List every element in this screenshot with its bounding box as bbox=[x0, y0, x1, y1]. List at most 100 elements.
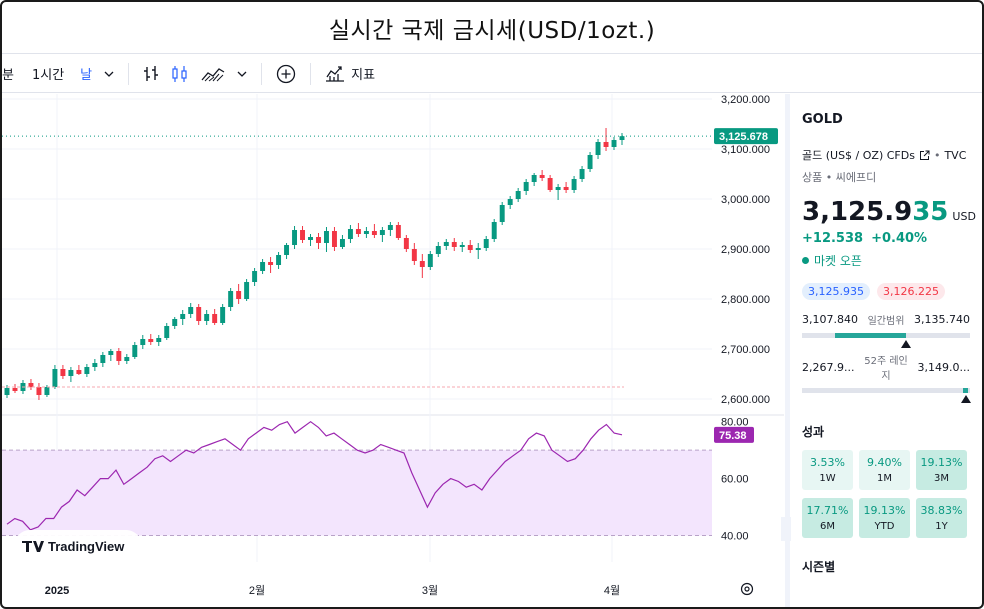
perf-label: 3M bbox=[934, 473, 949, 484]
external-link-icon[interactable] bbox=[919, 150, 930, 161]
day-range-bar bbox=[802, 333, 970, 348]
candle-body bbox=[387, 225, 393, 230]
candle-body bbox=[475, 248, 481, 250]
y-tick-label: 2,900.000 bbox=[721, 244, 770, 256]
watermark-pill bbox=[14, 530, 142, 562]
candle-body bbox=[555, 187, 561, 190]
candle-body bbox=[220, 307, 226, 323]
candle-body bbox=[100, 355, 106, 363]
candle-body bbox=[316, 237, 321, 243]
candle-body bbox=[188, 307, 194, 314]
candle-body bbox=[84, 367, 90, 374]
candle-body bbox=[52, 369, 58, 387]
candle-body bbox=[156, 338, 162, 342]
candles-button[interactable] bbox=[165, 55, 195, 92]
gear-icon[interactable] bbox=[740, 582, 754, 596]
year-range-row: 2,267.9... 52주 레인지 3,149.0... bbox=[802, 352, 970, 382]
candle-body bbox=[331, 231, 337, 247]
compare-button[interactable] bbox=[270, 55, 302, 92]
symbol-details-panel: GOLD 골드 (US$ / OZ) CFDs • TVC 상품 • 씨에프디 … bbox=[785, 94, 982, 607]
perf-value: 19.13% bbox=[920, 456, 963, 469]
interval-1h-button[interactable]: 1시간 bbox=[20, 55, 70, 92]
perf-cell-6m[interactable]: 17.71% 6M bbox=[802, 498, 853, 538]
bid-ask-row: 3,125.935 3,126.225 bbox=[802, 283, 970, 300]
last-price-tag bbox=[714, 128, 778, 145]
seasonal-title: 시즌별 bbox=[802, 560, 836, 574]
candle-body bbox=[347, 229, 353, 239]
candle-body bbox=[228, 291, 234, 307]
candle-body bbox=[180, 314, 186, 319]
exchange-name[interactable]: TVC bbox=[944, 148, 967, 162]
candle-body bbox=[172, 319, 178, 326]
candle-body bbox=[523, 182, 529, 191]
market-status: 마켓 오픈 bbox=[802, 252, 970, 269]
y-tick-label: 2,700.000 bbox=[721, 344, 770, 356]
day-low: 3,107.840 bbox=[802, 313, 858, 326]
candle-body bbox=[132, 345, 138, 357]
candle-body bbox=[12, 388, 18, 391]
candle-body bbox=[451, 242, 457, 247]
y-tick-label: 2,800.000 bbox=[721, 294, 770, 306]
candle-body bbox=[483, 239, 489, 248]
candle-body bbox=[427, 254, 433, 267]
interval-day-button[interactable]: 날 bbox=[70, 55, 98, 92]
chart-type-dropdown[interactable] bbox=[231, 55, 253, 92]
perf-cell-3m[interactable]: 19.13% 3M bbox=[916, 450, 967, 490]
perf-cell-1w[interactable]: 3.53% 1W bbox=[802, 450, 853, 490]
performance-title: 성과 bbox=[802, 425, 825, 439]
candle-body bbox=[140, 339, 146, 345]
candle-body bbox=[563, 187, 569, 190]
interval-minute-button[interactable]: 분 bbox=[2, 55, 20, 92]
candle-body bbox=[363, 231, 369, 234]
price-chart[interactable]: 3,200.000 3,100.000 3,000.000 2,900.000 2,80… bbox=[2, 94, 784, 609]
candle-body bbox=[44, 387, 50, 395]
symbol-category: 상품 • 씨에프디 bbox=[802, 171, 877, 184]
perf-cell-1y[interactable]: 38.83% 1Y bbox=[916, 498, 967, 538]
perf-label: 1W bbox=[819, 473, 836, 484]
day-range-fill bbox=[835, 333, 906, 338]
area-chart-button[interactable] bbox=[195, 55, 231, 92]
candle-body bbox=[595, 142, 601, 155]
candle-body bbox=[36, 387, 42, 395]
rsi-tick-label: 80.00 bbox=[721, 417, 749, 429]
perf-label: 1Y bbox=[935, 521, 948, 532]
candle-body bbox=[443, 242, 449, 246]
chart-area[interactable]: 3,200.000 3,100.000 3,000.000 2,900.000 2,80… bbox=[2, 94, 784, 609]
bar-style-button[interactable] bbox=[137, 55, 165, 92]
candle-body bbox=[395, 225, 401, 238]
candle-body bbox=[236, 291, 242, 299]
last-price-label: 3,125.678 bbox=[719, 131, 768, 143]
candle-body bbox=[148, 339, 154, 342]
last-price: 3,125.9 35 USD bbox=[802, 197, 976, 227]
rsi-band bbox=[2, 450, 712, 536]
rsi-tick-label: 60.00 bbox=[721, 474, 749, 486]
candle-body bbox=[619, 136, 625, 140]
candle-body bbox=[355, 229, 361, 234]
interval-dropdown[interactable] bbox=[98, 55, 120, 92]
panel-symbol: GOLD bbox=[802, 112, 843, 127]
candle-body bbox=[611, 140, 617, 147]
candle-body bbox=[459, 245, 465, 247]
tradingview-mark bbox=[22, 541, 44, 552]
perf-cell-1m[interactable]: 9.40% 1M bbox=[859, 450, 910, 490]
bar-style-icon bbox=[144, 65, 159, 81]
candle-body bbox=[116, 351, 122, 361]
year-range-fill bbox=[962, 388, 968, 393]
candle-body bbox=[268, 262, 274, 265]
year-high: 3,149.0... bbox=[917, 360, 970, 374]
market-status-label: 마켓 오픈 bbox=[814, 254, 862, 268]
perf-cell-ytd[interactable]: 19.13% YTD bbox=[859, 498, 910, 538]
candle-body bbox=[371, 231, 377, 235]
y-tick-label: 3,200.000 bbox=[721, 94, 770, 106]
candle-body bbox=[308, 237, 313, 240]
candle-body bbox=[204, 314, 210, 321]
perf-label: 1M bbox=[877, 473, 892, 484]
change-percent: +0.40% bbox=[871, 231, 928, 246]
candle-body bbox=[539, 175, 545, 178]
candle-body bbox=[164, 326, 170, 338]
indicators-button[interactable]: 지표 bbox=[319, 55, 381, 92]
candle-body bbox=[587, 155, 593, 169]
interval-minute-label: 분 bbox=[2, 68, 14, 83]
chevron-down-icon bbox=[104, 71, 114, 77]
perf-value: 19.13% bbox=[863, 504, 906, 517]
